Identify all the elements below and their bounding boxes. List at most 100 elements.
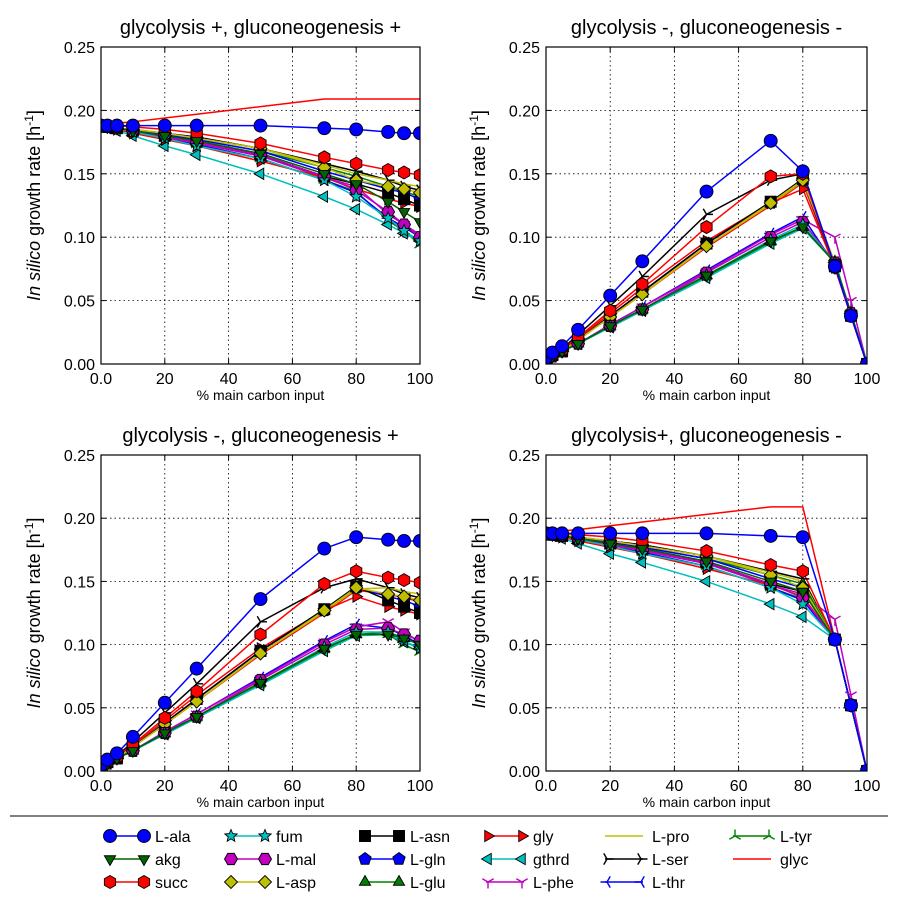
legend-item-L-asp: L-asp <box>223 874 316 892</box>
legend-item-akg: akg <box>103 852 181 869</box>
data-point-L-ala <box>571 322 586 337</box>
data-point-fum <box>348 188 364 203</box>
x-tick-label: 60 <box>284 778 302 795</box>
legend-marker <box>482 878 494 889</box>
data-point-L-ser <box>256 615 267 628</box>
data-point-L-ala <box>413 534 420 548</box>
data-point-fum <box>412 640 420 655</box>
x-tick-label: 80 <box>347 778 365 795</box>
y-tick-label: 0.15 <box>509 574 540 591</box>
legend-item-L-mal: L-mal <box>223 852 316 869</box>
data-point-L-ala <box>555 526 569 541</box>
data-point-L-asp <box>253 646 268 661</box>
legend-marker <box>729 829 741 840</box>
legend-label: L-tyr <box>780 829 813 846</box>
data-point-succ <box>604 303 617 318</box>
data-point-L-ala <box>795 530 810 545</box>
x-tick-label: 0.0 <box>535 778 557 795</box>
data-point-L-ala <box>860 764 867 771</box>
data-point-L-asp <box>635 287 650 302</box>
data-point-succ <box>318 150 331 165</box>
y-tick-label: 0.00 <box>509 764 540 781</box>
data-point-L-asp <box>396 181 412 197</box>
data-point-L-asp <box>317 603 332 618</box>
data-point-gthrd <box>316 190 328 204</box>
x-tick-label: 80 <box>347 371 365 388</box>
legend-marker <box>103 829 117 843</box>
data-point-succ <box>350 564 363 579</box>
chart-panel-2: glycolysis -, gluconeogenesis - 0.0 20 40 60… <box>467 17 880 403</box>
data-point-succ <box>318 576 331 591</box>
chart-panel-3: glycolysis -, gluconeogenesis + 0.0 20 40 60… <box>22 425 433 810</box>
data-point-akg <box>190 712 204 725</box>
data-point-akg <box>764 237 778 249</box>
x-axis-label: % main carbon input <box>197 794 325 810</box>
data-point-L-ala <box>844 308 858 323</box>
x-axis-label: % main carbon input <box>643 387 771 403</box>
data-point-succ <box>254 136 267 151</box>
legend-marker <box>358 874 372 886</box>
legend-label: L-asn <box>410 829 450 846</box>
legend-label: L-mal <box>276 852 316 869</box>
data-point-succ <box>700 544 713 559</box>
legend-marker <box>223 828 239 843</box>
x-tick-label: 20 <box>156 778 174 795</box>
data-point-L-ala <box>317 121 332 136</box>
data-point-L-ser <box>702 208 713 221</box>
y-tick-label: 0.15 <box>509 167 540 184</box>
legend-label: L-asp <box>276 875 316 892</box>
plot-frame <box>100 46 421 365</box>
legend-marker <box>103 855 117 867</box>
data-point-L-asp <box>699 238 714 254</box>
data-point-L-phe <box>828 233 841 244</box>
plot-frame <box>545 454 868 772</box>
y-axis-label: In silico growth rate [h-1] <box>22 110 44 301</box>
x-tick-label: 0.0 <box>90 778 112 795</box>
data-point-L-ala <box>189 661 204 676</box>
data-point-akg <box>317 644 331 656</box>
legend-label: L-thr <box>652 875 686 892</box>
data-point-akg <box>349 630 363 642</box>
legend-marker <box>257 828 273 843</box>
legend-marker <box>137 874 151 890</box>
chart-panel-4: glycolysis+, gluconeogenesis - 0.0 20 40 60 8… <box>467 425 880 810</box>
legend-item-gly: gly <box>484 829 553 846</box>
data-point-L-ala <box>860 357 867 364</box>
data-point-L-ala <box>571 526 586 541</box>
data-point-L-ala <box>101 752 115 767</box>
data-point-L-asn <box>414 607 420 619</box>
data-point-succ <box>397 165 411 180</box>
legend-marker <box>634 876 645 888</box>
data-point-akg <box>254 678 267 690</box>
data-point-L-ala <box>397 126 411 141</box>
x-tick-label: 100 <box>407 778 434 795</box>
legend-label: glyc <box>780 852 808 869</box>
legend-item-L-glu: L-glu <box>358 874 446 892</box>
legend-marker <box>600 876 611 888</box>
data-point-akg <box>397 634 411 646</box>
data-point-L-ala <box>125 729 140 744</box>
legend-label: L-ala <box>155 829 191 846</box>
panel-title: glycolysis +, gluconeogenesis + <box>120 17 401 39</box>
legend-label: L-ser <box>652 852 689 869</box>
data-point-L-ala <box>349 122 364 137</box>
data-point-succ <box>190 684 203 699</box>
data-point-L-ala <box>795 164 810 179</box>
y-tick-label: 0.15 <box>64 574 95 591</box>
data-point-L-ala <box>253 118 268 133</box>
data-point-L-asp <box>763 195 778 211</box>
data-point-L-asn <box>414 199 420 212</box>
y-tick-label: 0.20 <box>509 103 540 120</box>
legend-marker <box>637 853 648 865</box>
y-tick-label: 0.25 <box>64 448 95 465</box>
y-tick-label: 0.05 <box>509 701 540 718</box>
data-point-L-ala <box>157 118 172 133</box>
data-point-L-ala <box>253 592 268 607</box>
data-point-akg <box>700 557 713 569</box>
x-tick-label: 100 <box>854 371 881 388</box>
data-point-L-ala <box>763 528 778 543</box>
data-point-succ <box>254 627 267 642</box>
data-point-akg <box>158 729 172 741</box>
legend-item-L-gln: L-gln <box>358 851 446 869</box>
y-tick-label: 0.00 <box>64 764 95 781</box>
